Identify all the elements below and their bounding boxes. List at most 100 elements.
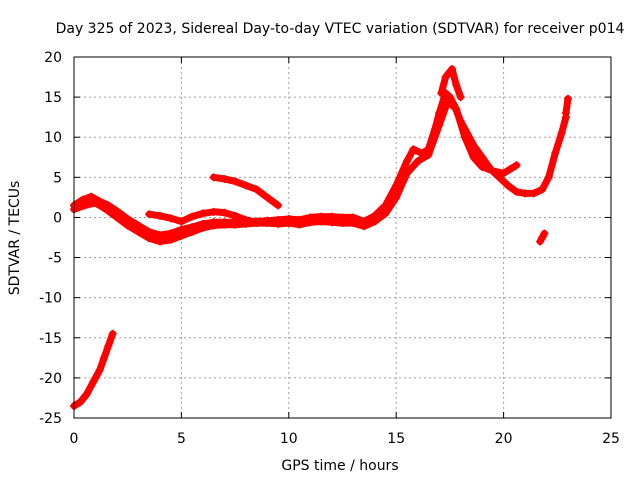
data-point [370, 217, 379, 226]
x-tick-label: 0 [70, 431, 79, 447]
series-peak-spike [437, 65, 465, 102]
data-point [443, 97, 452, 106]
data-point [409, 145, 418, 154]
x-tick-label: 20 [495, 431, 513, 447]
data-point [540, 229, 549, 238]
data-point [538, 233, 547, 242]
data-point [557, 129, 566, 138]
y-axis-label: SDTVAR / TECUs [7, 181, 23, 296]
data-point [102, 205, 111, 214]
data-point [499, 169, 508, 178]
y-tick-label: -20 [39, 371, 62, 387]
data-point [284, 219, 293, 228]
data-point [166, 235, 175, 244]
series-main-track-upper [70, 89, 570, 240]
data-point [209, 173, 218, 182]
data-point [402, 157, 411, 166]
series-late-blip [536, 229, 549, 246]
data-point [155, 237, 164, 246]
data-point [123, 221, 132, 230]
data-point [538, 185, 547, 194]
data-point [263, 219, 272, 228]
data-point [536, 237, 545, 246]
data-point [177, 217, 186, 226]
data-point [544, 173, 553, 182]
series-late-tail [561, 94, 573, 118]
data-point [564, 94, 573, 103]
data-point [252, 218, 261, 227]
data-point [503, 181, 512, 190]
series-early-descent [70, 329, 117, 410]
y-tick-label: 10 [44, 130, 62, 146]
data-point [478, 153, 487, 162]
data-point [469, 153, 478, 162]
data-point [317, 217, 326, 226]
data-point [134, 227, 143, 236]
data-point [478, 162, 487, 171]
data-point [145, 210, 154, 219]
y-tick-label: -15 [39, 331, 62, 347]
data-point [177, 231, 186, 240]
data-point [392, 193, 401, 202]
data-point [437, 89, 446, 98]
data-point [188, 212, 197, 221]
data-point [220, 174, 229, 183]
y-tick-label: -5 [48, 251, 62, 267]
data-point [100, 353, 109, 362]
data-point [274, 201, 283, 210]
data-point [381, 209, 390, 218]
data-point [488, 166, 497, 175]
ticks: 0 5 10 15 20 25 -25 -20 -15 -10 -5 0 5 10 15 20 [39, 50, 620, 447]
x-tick-label: 10 [280, 431, 298, 447]
y-tick-label: 0 [53, 210, 62, 226]
data-point [402, 169, 411, 178]
data-point [327, 218, 336, 227]
x-tick-label: 15 [387, 431, 405, 447]
data-point [82, 389, 91, 398]
data-point [252, 185, 261, 194]
data-point [80, 201, 89, 210]
y-tick-label: 5 [53, 170, 62, 186]
data-point [87, 192, 96, 201]
y-tick-label: -10 [39, 291, 62, 307]
data-point [241, 215, 250, 224]
data-point [145, 234, 154, 243]
series-upper-arc [209, 173, 283, 210]
data-point [198, 223, 207, 232]
y-tick-label: 15 [44, 90, 62, 106]
data-point [274, 219, 283, 228]
data-point [263, 193, 272, 202]
data-point [188, 227, 197, 236]
x-tick-label: 5 [177, 431, 186, 447]
data-point [231, 211, 240, 220]
data-point [413, 157, 422, 166]
data-point [91, 199, 100, 208]
x-axis-label: GPS time / hours [281, 458, 398, 474]
data-point [76, 397, 85, 406]
data-point [441, 73, 450, 82]
data-point [349, 219, 358, 228]
data-point [338, 219, 347, 228]
data-point [424, 150, 433, 159]
chart-title: Day 325 of 2023, Sidereal Day-to-day VTE… [56, 21, 625, 37]
series-layer [70, 65, 573, 410]
series-arc-segment [145, 207, 261, 227]
series-band [70, 330, 117, 410]
y-tick-label: -25 [39, 411, 62, 427]
data-point [435, 121, 444, 130]
data-point [231, 220, 240, 229]
data-point [452, 105, 461, 114]
data-point [295, 220, 304, 229]
data-point [452, 81, 461, 90]
data-point [231, 177, 240, 186]
data-point [512, 161, 521, 170]
data-point [209, 207, 218, 216]
data-point [551, 149, 560, 158]
data-point [506, 165, 515, 174]
plot-frame [73, 56, 612, 419]
data-point [460, 133, 469, 142]
data-point [108, 329, 117, 338]
data-point [359, 222, 368, 231]
data-point [89, 377, 98, 386]
